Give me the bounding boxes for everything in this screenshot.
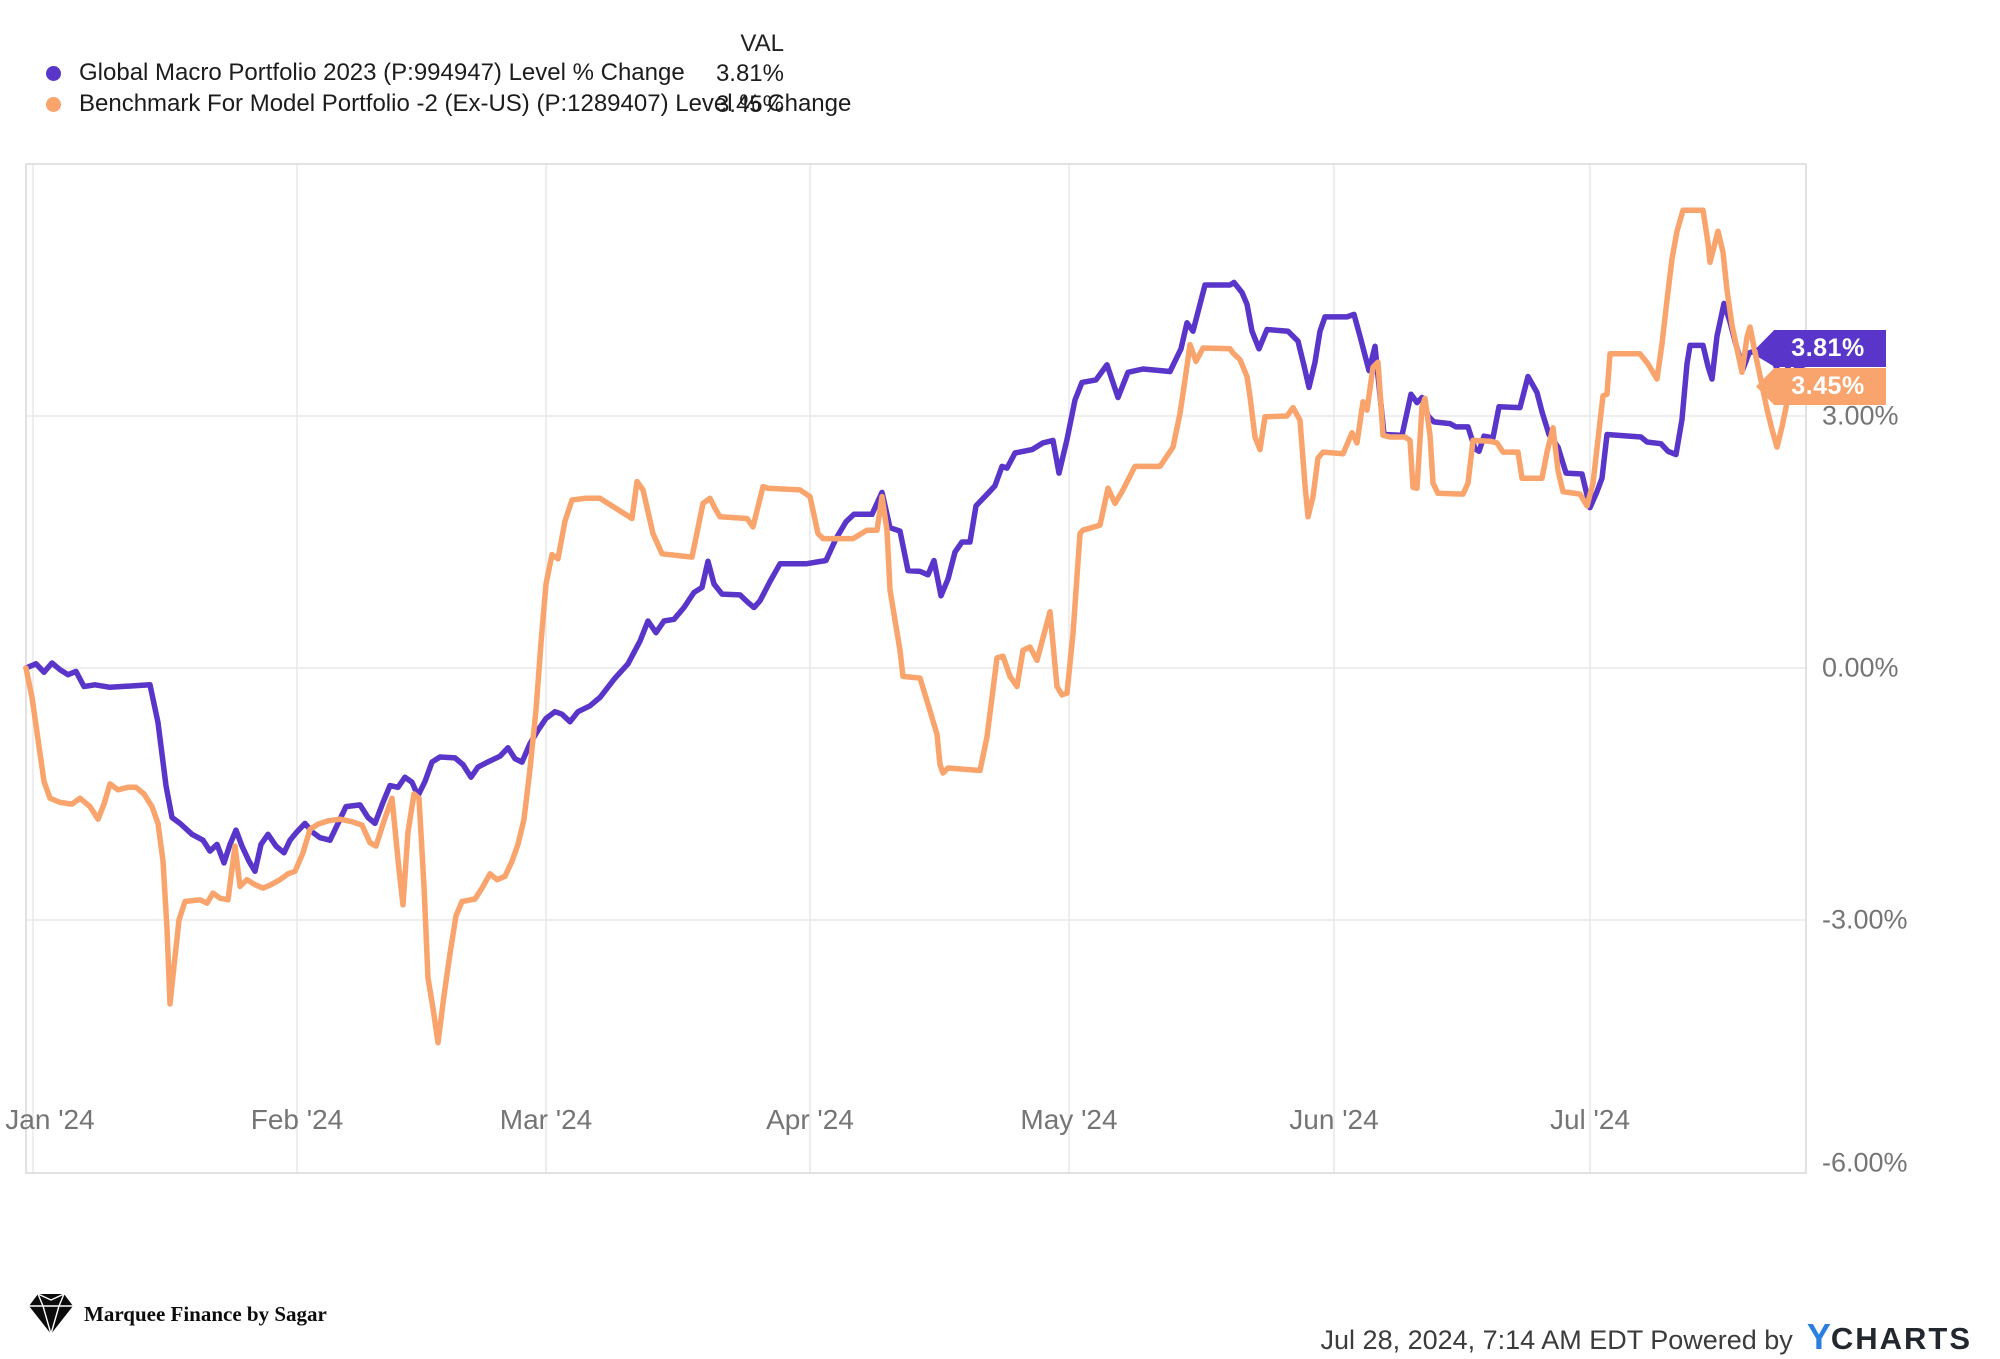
x-axis-label: Apr '24 xyxy=(766,1104,854,1135)
x-axis-label: Feb '24 xyxy=(250,1104,344,1135)
series-dot-icon xyxy=(46,65,61,81)
brand-footer: Marquee Finance by Sagar xyxy=(28,1292,327,1336)
legend-item-value: 3.45% xyxy=(715,91,784,118)
legend-val-header: VAL xyxy=(740,30,784,57)
ycharts-logo: Y xyxy=(1806,1316,1831,1357)
y-axis-label: 3.00% xyxy=(1822,400,1899,431)
attribution-footer: Jul 28, 2024, 7:14 AM EDT Powered by Y C… xyxy=(1321,1316,1972,1358)
x-axis-label: Mar '24 xyxy=(499,1104,593,1135)
orange-series-value-badge: 3.45% xyxy=(1756,368,1886,405)
y-axis-label: -3.00% xyxy=(1822,904,1908,935)
x-axis-label: Jul '24 xyxy=(1549,1104,1631,1135)
legend-item-portfolio[interactable]: Global Macro Portfolio 2023 (P:994947) L… xyxy=(46,58,685,88)
timestamp: Jul 28, 2024, 7:14 AM EDT Powered by xyxy=(1320,1325,1793,1355)
y-axis-label: -6.00% xyxy=(1822,1147,1908,1178)
ycharts-logo-text: CHARTS xyxy=(1830,1321,1972,1356)
legend-item-label: Benchmark For Model Portfolio -2 (Ex-US)… xyxy=(79,90,852,117)
series-line-benchmark[interactable] xyxy=(23,207,1809,1046)
purple-series-value-badge: 3.81% xyxy=(1756,330,1886,367)
x-axis-label: Jun '24 xyxy=(1289,1104,1379,1135)
gem-logo-icon xyxy=(29,1293,73,1336)
legend-item-benchmark[interactable]: Benchmark For Model Portfolio -2 (Ex-US)… xyxy=(46,89,851,119)
series-dot-icon xyxy=(46,96,61,112)
x-axis-label: Jan '24 xyxy=(5,1104,95,1135)
series-line-portfolio[interactable] xyxy=(23,279,1809,875)
brand-name: Marquee Finance by Sagar xyxy=(84,1301,327,1326)
legend-item-value: 3.81% xyxy=(715,60,784,87)
legend-item-label: Global Macro Portfolio 2023 (P:994947) L… xyxy=(79,59,685,86)
y-axis-label: 0.00% xyxy=(1822,652,1899,683)
x-axis-label: May '24 xyxy=(1020,1104,1118,1135)
